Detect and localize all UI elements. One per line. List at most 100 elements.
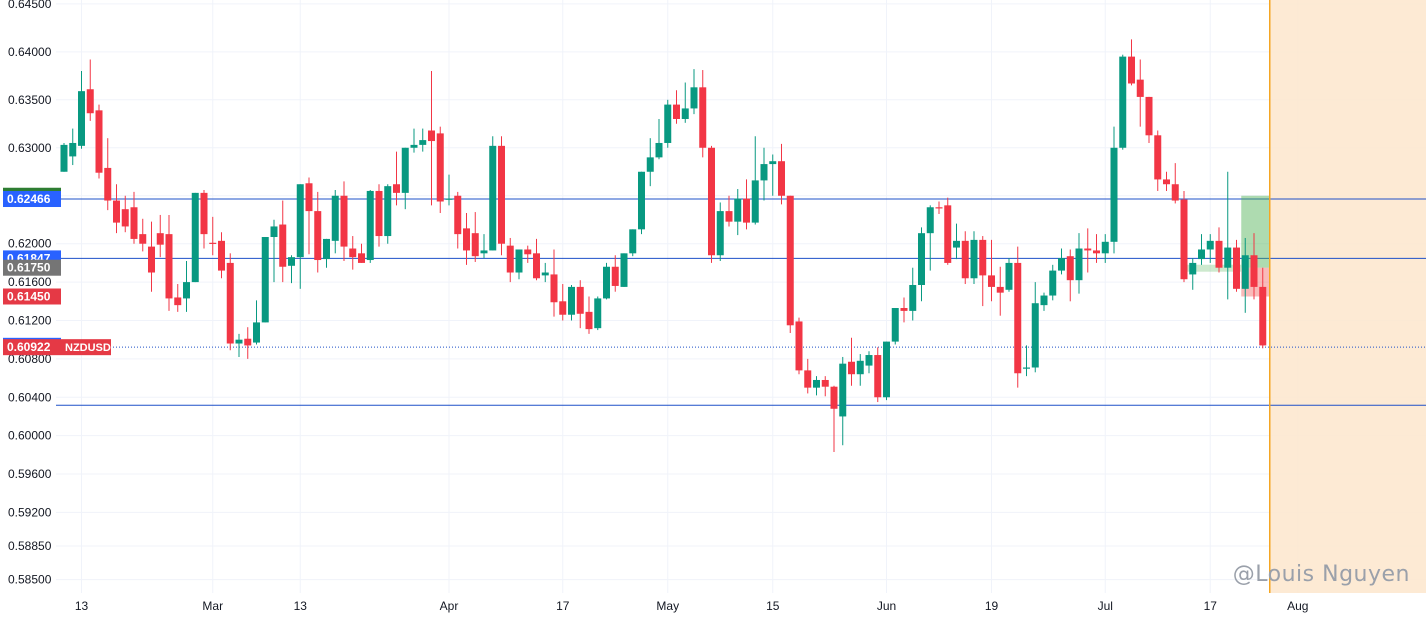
- candle-up: [60, 142, 68, 172]
- candle-body: [918, 233, 925, 285]
- candle-up: [515, 249, 523, 280]
- time-tick-label: 13: [75, 599, 89, 613]
- candle-down: [358, 243, 365, 263]
- candle-up: [366, 189, 374, 263]
- candle-body: [1075, 248, 1083, 281]
- candle-down: [1259, 267, 1267, 349]
- candle-body: [830, 386, 838, 409]
- candle-body: [541, 272, 549, 276]
- candle-down: [463, 213, 470, 265]
- candle-down: [708, 145, 715, 263]
- candle-body: [1066, 256, 1074, 281]
- candle-body: [1119, 56, 1127, 148]
- candle-down: [848, 337, 855, 386]
- candle-down: [1093, 234, 1100, 263]
- price-tick-label: 0.63000: [8, 141, 52, 155]
- candle-body: [401, 147, 409, 193]
- price-tick-label: 0.62000: [8, 237, 52, 251]
- candle-body: [961, 240, 969, 279]
- candle-body: [270, 226, 278, 238]
- candle-body: [86, 89, 94, 114]
- candle-body: [760, 164, 768, 181]
- candle-body: [1154, 135, 1162, 180]
- candle-down: [436, 126, 444, 214]
- candle-body: [323, 238, 330, 260]
- candle-body: [165, 234, 173, 299]
- candle-body: [821, 379, 829, 387]
- symbol-tag-text: NZDUSD: [65, 342, 111, 354]
- price-tick-label: 0.59600: [8, 467, 52, 481]
- time-tick-label: Aug: [1287, 599, 1308, 613]
- candle-up: [401, 147, 409, 210]
- candle-body: [629, 229, 637, 254]
- candle-body: [1224, 247, 1232, 268]
- candle-body: [60, 144, 68, 172]
- candle-body: [1023, 367, 1030, 369]
- price-tag: 0.61750: [3, 259, 61, 276]
- candle-body: [594, 298, 602, 329]
- candle-body: [139, 234, 147, 244]
- candle-body: [1145, 96, 1153, 136]
- candle-body: [1206, 240, 1214, 250]
- price-tag-text: 0.61750: [7, 261, 51, 275]
- candle-body: [95, 110, 103, 173]
- candle-down: [673, 90, 680, 124]
- candle-up: [918, 227, 925, 302]
- candle-body: [1093, 250, 1100, 254]
- candle-down: [349, 236, 357, 270]
- candle-up: [681, 82, 689, 123]
- candle-down: [139, 218, 147, 252]
- candle-body: [463, 228, 470, 251]
- candle-body: [1163, 179, 1170, 185]
- price-tick-label: 0.61200: [8, 313, 52, 327]
- price-tag-text: 0.62466: [7, 192, 51, 206]
- candle-body: [506, 245, 514, 273]
- candle-body: [296, 184, 304, 258]
- candle-down: [1250, 233, 1258, 300]
- candle-body: [1171, 184, 1179, 201]
- candle-up: [655, 118, 663, 160]
- candle-body: [1084, 248, 1092, 251]
- time-tick-label: 13: [294, 599, 308, 613]
- candle-body: [786, 195, 794, 326]
- candle-up: [270, 219, 278, 283]
- candle-up: [646, 138, 654, 187]
- candle-body: [568, 286, 575, 315]
- candle-up: [594, 296, 602, 331]
- price-tag-bg: [3, 288, 61, 305]
- candle-body: [419, 140, 427, 145]
- candle-up: [970, 231, 978, 285]
- candle-body: [489, 145, 497, 251]
- candle-body: [358, 253, 365, 263]
- candle-body: [708, 147, 715, 256]
- candle-up: [856, 354, 864, 386]
- candle-body: [218, 240, 225, 271]
- candle-body: [174, 297, 182, 306]
- candle-body: [1189, 262, 1197, 275]
- candle-down: [550, 249, 558, 317]
- candle-body: [856, 360, 864, 375]
- candle-down: [104, 138, 112, 211]
- candle-up: [891, 308, 899, 345]
- candle-down: [209, 216, 217, 256]
- candle-down: [795, 317, 803, 375]
- candle-down: [611, 255, 619, 292]
- candle-down: [148, 221, 155, 292]
- candle-down: [1215, 227, 1223, 273]
- candle-up: [480, 234, 488, 259]
- horizontal-lines: [56, 198, 1426, 406]
- candle-down: [1233, 239, 1240, 292]
- candle-body: [620, 253, 628, 287]
- price-axis: 0.645000.640000.635000.630000.625000.620…: [8, 0, 52, 587]
- candle-body: [638, 171, 645, 230]
- candle-up: [1058, 248, 1065, 275]
- candle-up: [261, 237, 269, 323]
- candle-body: [148, 246, 155, 273]
- candle-down: [506, 237, 514, 283]
- candle-up: [331, 189, 339, 254]
- candle-up: [1241, 237, 1249, 313]
- candle-up: [288, 255, 295, 284]
- future-zone: [1269, 0, 1426, 593]
- candle-down: [471, 212, 479, 262]
